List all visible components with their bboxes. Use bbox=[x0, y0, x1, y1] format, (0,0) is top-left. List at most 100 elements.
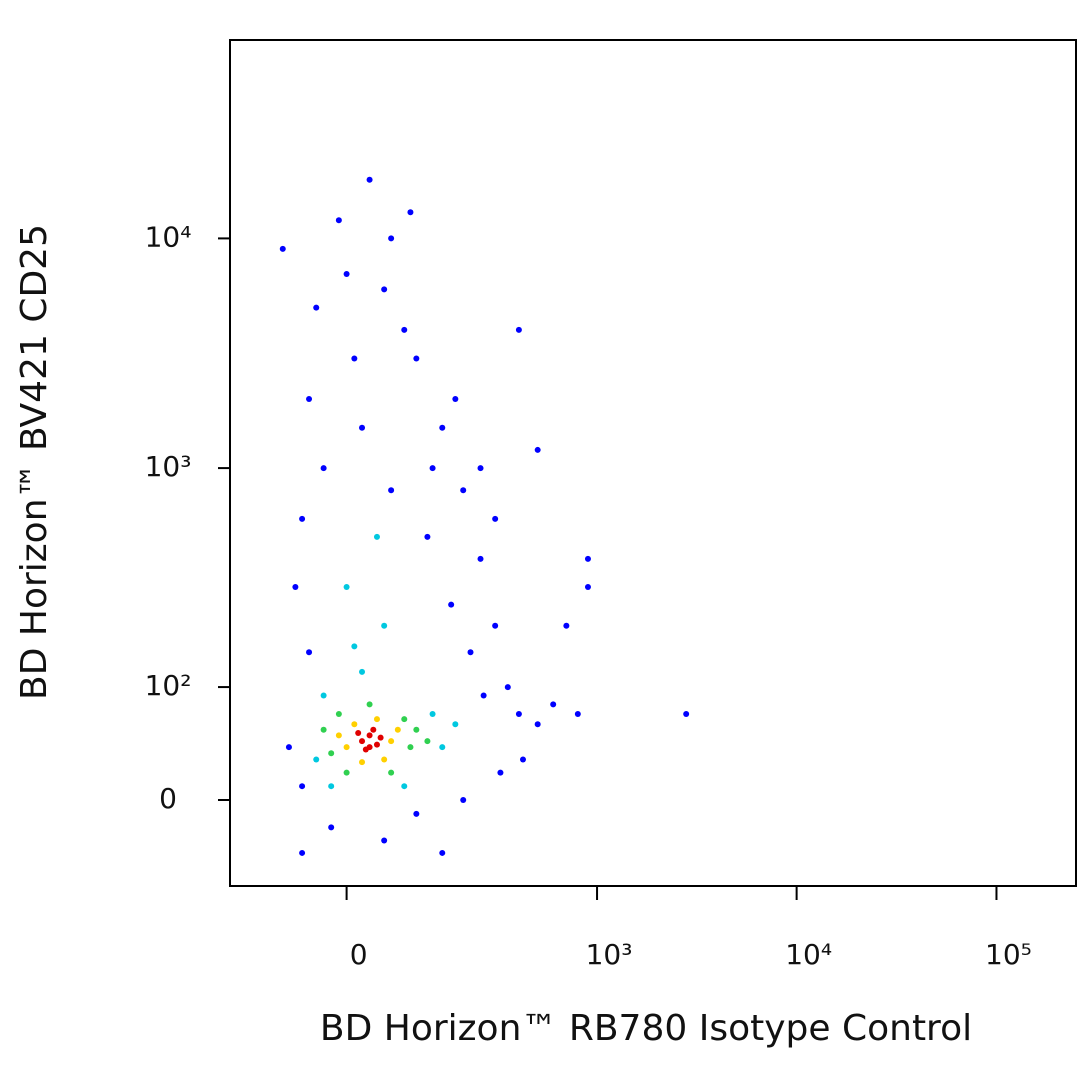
event-point bbox=[504, 684, 511, 691]
event-point bbox=[534, 446, 541, 453]
event-point bbox=[401, 326, 408, 333]
event-point bbox=[407, 209, 414, 216]
event-point bbox=[343, 769, 350, 776]
event-point bbox=[683, 711, 690, 718]
event-point bbox=[320, 726, 327, 733]
event-point bbox=[373, 741, 380, 748]
event-point bbox=[355, 730, 362, 737]
event-point bbox=[313, 304, 320, 311]
event-point bbox=[388, 487, 395, 494]
event-point bbox=[467, 649, 474, 656]
event-point bbox=[515, 711, 522, 718]
event-point bbox=[335, 711, 342, 718]
x-tick-label: 0 bbox=[350, 938, 368, 971]
points bbox=[279, 176, 690, 856]
event-point bbox=[439, 849, 446, 856]
event-point bbox=[477, 555, 484, 562]
event-point bbox=[460, 487, 467, 494]
event-point bbox=[313, 756, 320, 763]
event-point bbox=[373, 533, 380, 540]
y-axis-title: BD Horizon™ BV421 CD25 bbox=[14, 224, 55, 700]
event-point bbox=[584, 555, 591, 562]
event-point bbox=[381, 286, 388, 293]
event-point bbox=[359, 424, 366, 431]
event-point bbox=[306, 396, 313, 403]
event-point bbox=[328, 824, 335, 831]
event-point bbox=[343, 583, 350, 590]
event-point bbox=[306, 649, 313, 656]
x-tick-label: 10³ bbox=[586, 938, 633, 971]
event-point bbox=[320, 692, 327, 699]
event-point bbox=[439, 744, 446, 751]
event-point bbox=[424, 533, 431, 540]
event-point bbox=[359, 738, 366, 745]
x-tick-label: 10⁴ bbox=[785, 938, 832, 971]
y-tick-label: 10⁴ bbox=[145, 220, 192, 253]
event-point bbox=[452, 721, 459, 728]
event-point bbox=[429, 465, 436, 472]
event-point bbox=[439, 424, 446, 431]
event-point bbox=[401, 716, 408, 723]
event-point bbox=[388, 738, 395, 745]
event-point bbox=[448, 601, 455, 608]
event-point bbox=[320, 465, 327, 472]
event-point bbox=[413, 355, 420, 362]
event-point bbox=[299, 783, 306, 790]
event-point bbox=[492, 515, 499, 522]
event-point bbox=[343, 744, 350, 751]
event-point bbox=[413, 726, 420, 733]
event-point bbox=[343, 271, 350, 278]
event-point bbox=[519, 756, 526, 763]
event-point bbox=[407, 744, 414, 751]
event-point bbox=[429, 711, 436, 718]
event-point bbox=[584, 583, 591, 590]
event-point bbox=[381, 756, 388, 763]
event-point bbox=[366, 732, 373, 739]
event-point bbox=[460, 797, 467, 804]
event-point bbox=[377, 734, 384, 741]
event-point bbox=[388, 769, 395, 776]
event-point bbox=[328, 783, 335, 790]
event-point bbox=[563, 622, 570, 629]
event-point bbox=[381, 622, 388, 629]
event-point bbox=[359, 759, 366, 766]
event-point bbox=[285, 744, 292, 751]
x-axis-title: BD Horizon™ RB780 Isotype Control bbox=[320, 1008, 972, 1049]
event-point bbox=[299, 849, 306, 856]
y-tick-label: 0 bbox=[159, 782, 177, 815]
event-point bbox=[424, 738, 431, 745]
event-point bbox=[335, 217, 342, 224]
y-tick-label: 10³ bbox=[145, 450, 192, 483]
event-point bbox=[279, 245, 286, 252]
event-point bbox=[381, 837, 388, 844]
event-point bbox=[351, 355, 358, 362]
event-point bbox=[492, 622, 499, 629]
event-point bbox=[366, 176, 373, 183]
event-point bbox=[328, 750, 335, 757]
event-point bbox=[335, 732, 342, 739]
event-point bbox=[299, 515, 306, 522]
event-point bbox=[394, 726, 401, 733]
event-point bbox=[550, 701, 557, 708]
event-point bbox=[359, 668, 366, 675]
event-point bbox=[515, 326, 522, 333]
event-point bbox=[480, 692, 487, 699]
event-point bbox=[292, 583, 299, 590]
event-point bbox=[497, 769, 504, 776]
event-point bbox=[373, 716, 380, 723]
event-point bbox=[370, 726, 377, 733]
event-point bbox=[388, 235, 395, 242]
y-tick-label: 10² bbox=[145, 669, 192, 702]
event-point bbox=[351, 643, 358, 650]
event-point bbox=[366, 701, 373, 708]
plot-frame bbox=[229, 39, 1077, 887]
x-tick-label: 10⁵ bbox=[985, 938, 1032, 971]
event-point bbox=[413, 810, 420, 817]
event-point bbox=[534, 721, 541, 728]
event-point bbox=[401, 783, 408, 790]
event-point bbox=[477, 465, 484, 472]
event-point bbox=[574, 711, 581, 718]
event-point bbox=[452, 396, 459, 403]
event-point bbox=[366, 744, 373, 751]
